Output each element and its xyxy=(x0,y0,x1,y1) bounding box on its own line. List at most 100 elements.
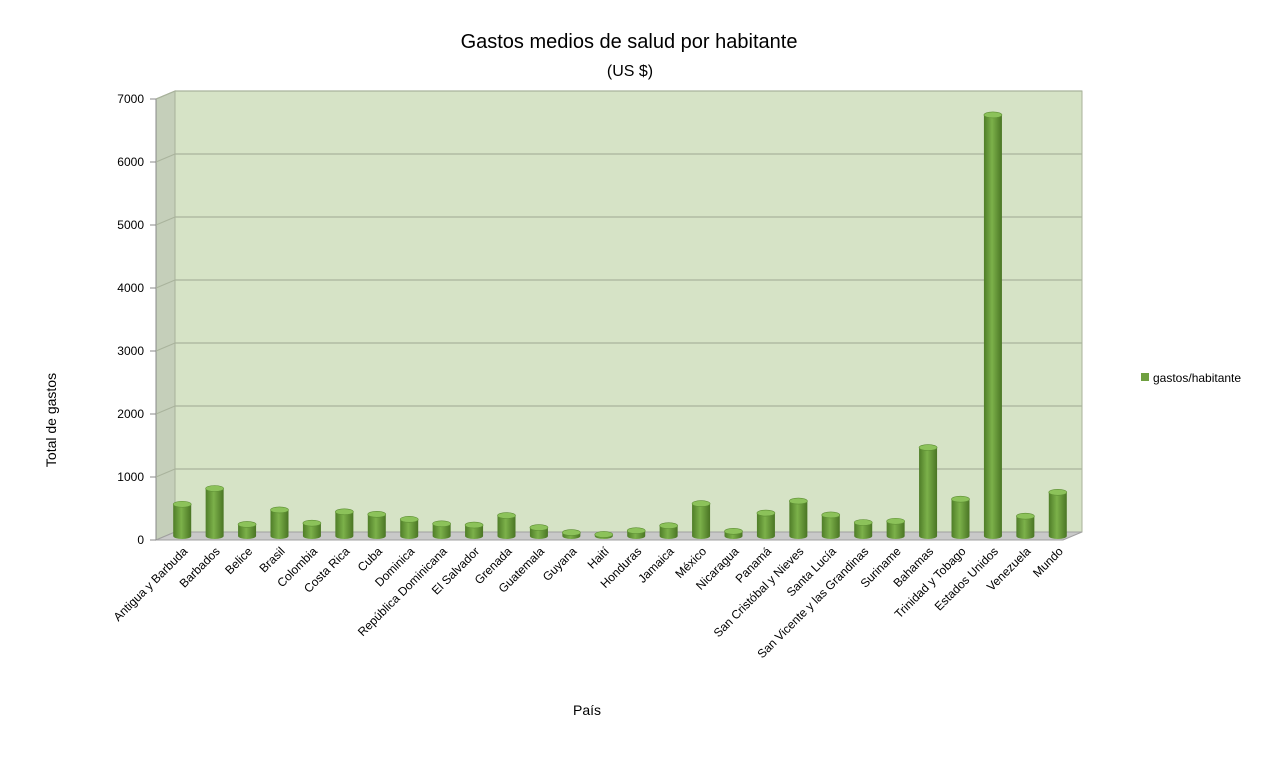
legend-swatch xyxy=(1141,373,1149,381)
bar-body xyxy=(789,501,808,539)
y-tick-label: 5000 xyxy=(117,218,144,232)
bar-top xyxy=(626,527,646,535)
bar-top xyxy=(853,519,873,526)
bar-top xyxy=(562,529,581,536)
bar-top xyxy=(237,521,257,528)
bar xyxy=(886,517,905,539)
bar-top xyxy=(821,511,841,519)
y-tick-label: 1000 xyxy=(117,470,144,484)
x-tick-label: Belice xyxy=(222,544,255,577)
gridline-side xyxy=(155,405,176,415)
bar-top xyxy=(335,508,354,516)
bar-top xyxy=(1048,488,1068,496)
bar xyxy=(756,509,776,539)
y-tick-label: 7000 xyxy=(117,92,144,106)
bar-top xyxy=(789,497,808,505)
back-wall xyxy=(174,90,1083,533)
legend-label: gastos/habitante xyxy=(1153,371,1241,385)
y-ticks: 0 1000 2000 3000 4000 5000 6000 7000 xyxy=(117,92,156,547)
x-tick-label: Antigua y Barbuda xyxy=(111,544,191,624)
y-tick-label: 3000 xyxy=(117,344,144,358)
bar-top xyxy=(172,500,192,508)
bar xyxy=(399,516,419,539)
bar-top xyxy=(432,520,451,528)
bar-body xyxy=(173,504,192,539)
bar-top xyxy=(691,500,711,507)
gridline-side xyxy=(155,90,176,100)
bar xyxy=(172,500,192,539)
bar-body xyxy=(238,524,257,540)
bar xyxy=(237,521,257,540)
x-tick-label: Haití xyxy=(585,544,613,572)
bar xyxy=(821,511,841,539)
bar-top xyxy=(529,524,549,531)
bar xyxy=(464,521,484,539)
bar xyxy=(789,497,808,539)
bar-body xyxy=(497,515,516,539)
gridline-side xyxy=(155,279,176,289)
bar-top xyxy=(302,519,322,527)
bar-top xyxy=(594,531,614,538)
bar-body xyxy=(983,114,1002,540)
bar-top xyxy=(918,444,938,451)
bar xyxy=(659,522,678,539)
bar-body xyxy=(854,522,873,539)
bar-top xyxy=(659,522,678,529)
bar-body xyxy=(756,513,775,539)
bar-body xyxy=(692,503,711,539)
bar-top xyxy=(951,495,970,503)
bar-top xyxy=(756,509,776,517)
bar xyxy=(951,495,970,539)
y-tick-label: 0 xyxy=(137,533,144,547)
bar-body xyxy=(335,511,354,539)
x-tick-label: Jamaica xyxy=(635,544,677,586)
bar-top xyxy=(497,512,516,519)
gridline-side xyxy=(155,468,176,478)
bar xyxy=(724,528,743,539)
bar-top xyxy=(205,485,224,492)
bar-body xyxy=(400,519,419,539)
bar-body xyxy=(1048,492,1067,539)
y-tick-label: 4000 xyxy=(117,281,144,295)
bar xyxy=(529,524,549,539)
bar xyxy=(626,527,646,539)
chart-subtitle: (US $) xyxy=(607,63,653,80)
bar xyxy=(983,111,1003,540)
bar xyxy=(205,485,224,539)
bar-body xyxy=(302,523,321,539)
bar-top xyxy=(886,517,905,525)
legend: gastos/habitante xyxy=(1141,371,1241,385)
bar xyxy=(302,519,322,539)
bar xyxy=(497,512,516,539)
bar xyxy=(853,519,873,539)
bar xyxy=(691,500,711,539)
bar-body xyxy=(205,488,224,539)
y-tick-label: 6000 xyxy=(117,155,144,169)
bar-body xyxy=(1016,516,1035,539)
floor xyxy=(155,531,1083,541)
bar xyxy=(270,506,289,539)
chart-title: Gastos medios de salud por habitante xyxy=(461,31,798,53)
bar-top xyxy=(367,511,387,518)
bar xyxy=(918,444,938,539)
bar-body xyxy=(951,499,970,539)
bar xyxy=(432,520,451,539)
bar-top xyxy=(724,528,743,535)
bar-body xyxy=(270,509,289,539)
gridline-side xyxy=(155,216,176,226)
bar-body xyxy=(886,521,905,539)
x-axis-label: País xyxy=(573,702,601,718)
bar-body xyxy=(367,514,386,539)
bar-body xyxy=(919,447,938,539)
bar xyxy=(1016,512,1035,539)
y-axis-label: Total de gastos xyxy=(43,373,59,467)
bar-top xyxy=(1016,512,1035,520)
bar xyxy=(335,508,354,539)
bar-body xyxy=(659,525,678,539)
bars xyxy=(172,111,1068,540)
bar-body xyxy=(465,525,484,539)
bar-body xyxy=(821,514,840,539)
bar-top xyxy=(399,516,419,523)
